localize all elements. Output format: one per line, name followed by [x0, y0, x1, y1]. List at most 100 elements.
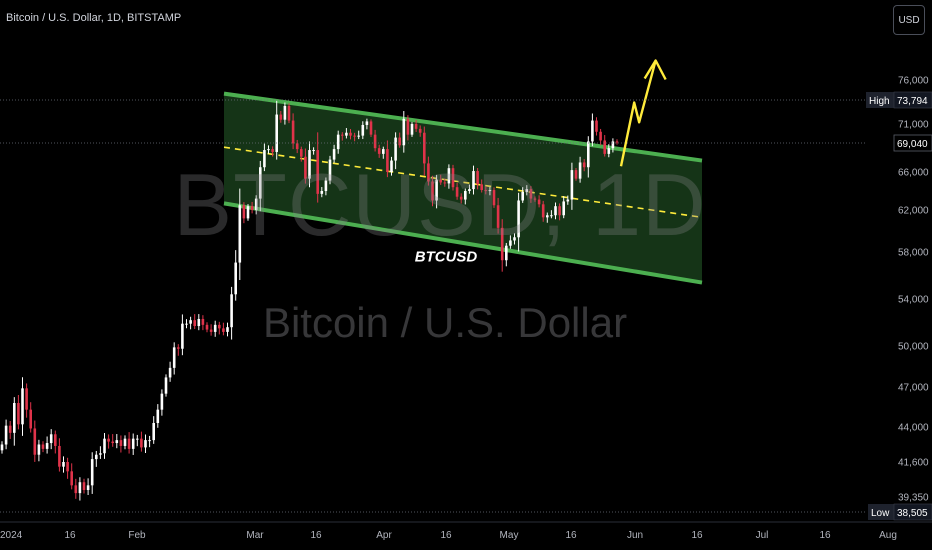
candle-body [246, 206, 250, 219]
price-axis-label: 39,350 [898, 493, 929, 504]
candle-body [131, 438, 135, 449]
candle-body [513, 237, 516, 241]
candle-body [209, 329, 213, 332]
candle-body [8, 425, 12, 433]
projection-arrow [619, 59, 667, 167]
candle-body [455, 187, 459, 197]
candle-body [402, 118, 406, 146]
price-axis-label: 62,000 [898, 206, 929, 217]
candle-body [218, 324, 221, 329]
candle-body [443, 182, 447, 184]
candle-body [382, 149, 385, 154]
candle-body [537, 199, 541, 205]
candle-body [275, 114, 278, 152]
candle-body [49, 434, 53, 444]
candle-body [529, 189, 533, 199]
candle-body [464, 191, 467, 200]
price-tags: High 73,794 69,040 Low 38,505 [866, 91, 932, 521]
candle-body [242, 205, 246, 219]
candle-body [546, 215, 549, 218]
candle-body [254, 198, 258, 210]
candle-body [398, 137, 401, 146]
projection-arrowhead [643, 59, 667, 81]
candle-body [439, 179, 442, 183]
candle-body [476, 171, 479, 185]
candle-body [82, 482, 86, 490]
candle-body [263, 150, 266, 168]
candle-body [4, 425, 8, 445]
trend-channel [223, 91, 703, 285]
time-axis-label: Mar [246, 530, 264, 541]
candle-body [599, 131, 602, 141]
candle-body [488, 190, 492, 192]
low-tag-label-box [868, 504, 894, 520]
candle-body [230, 294, 233, 328]
time-axis-label: 16 [64, 530, 76, 541]
candle-body [550, 215, 553, 217]
candle-body [74, 485, 78, 494]
currency-button[interactable]: USD [893, 5, 925, 35]
candle-body [259, 167, 262, 199]
candle-body [197, 318, 201, 327]
candle-body [123, 438, 127, 446]
candle-body [423, 132, 426, 164]
candle-body [250, 206, 254, 210]
candle-body [41, 444, 45, 449]
candle-body [390, 160, 393, 172]
candle-body [177, 347, 180, 349]
symbol-title: Bitcoin / U.S. Dollar, 1D, BITSTAMP [6, 12, 182, 24]
candle-body [172, 347, 176, 368]
channel-midline [223, 146, 703, 219]
candle-body [509, 240, 512, 246]
price-axis-label: 66,000 [898, 168, 929, 179]
candle-body [54, 434, 57, 446]
candle-body [361, 124, 365, 136]
candle-body [472, 171, 475, 190]
time-axis-label: 16 [819, 530, 831, 541]
candle-body [181, 323, 184, 349]
candle-body [78, 482, 82, 494]
candle-body [615, 141, 619, 143]
candle-body [205, 324, 209, 330]
candle-body [595, 120, 598, 132]
candle-body [525, 189, 529, 192]
candle-body [582, 162, 586, 168]
symbol-watermark: BTCUSD, 1D [173, 155, 707, 254]
candle-body [136, 438, 139, 440]
candle-body [17, 403, 20, 425]
candle-body [431, 181, 434, 201]
candle-body [574, 170, 578, 179]
candle-body [324, 180, 328, 191]
candle-body [570, 170, 574, 200]
candle-body [234, 262, 237, 295]
candle-body [189, 320, 192, 324]
candle-body [164, 377, 168, 394]
candle-body [21, 388, 24, 425]
last-price-value: 69,040 [897, 139, 928, 150]
candle-body [37, 444, 41, 455]
candle-body [222, 328, 225, 332]
candle-body [341, 134, 344, 136]
candle-body [447, 168, 451, 184]
candle-body [0, 444, 4, 451]
time-axis: 2024 16 Feb Mar 16 Apr 16 May 16 Jun 16 Jul 16 Aug [0, 521, 932, 541]
candle-body [484, 190, 488, 192]
candle-body [312, 150, 315, 152]
candle-body [451, 168, 455, 188]
candle-body [521, 191, 524, 201]
candle-body [201, 318, 205, 325]
candle-body [287, 105, 291, 121]
candle-body [349, 132, 352, 136]
candle-body [320, 191, 324, 194]
candle-body [500, 227, 504, 261]
candle-body [505, 245, 508, 261]
time-axis-label: 16 [310, 530, 322, 541]
candle-body [95, 454, 98, 460]
price-axis-label: 50,000 [898, 342, 929, 353]
candle-body [148, 440, 151, 442]
candle-body [140, 438, 143, 448]
projection-path [619, 60, 657, 167]
candle-body [611, 141, 615, 149]
low-tag-value-box [893, 503, 932, 521]
